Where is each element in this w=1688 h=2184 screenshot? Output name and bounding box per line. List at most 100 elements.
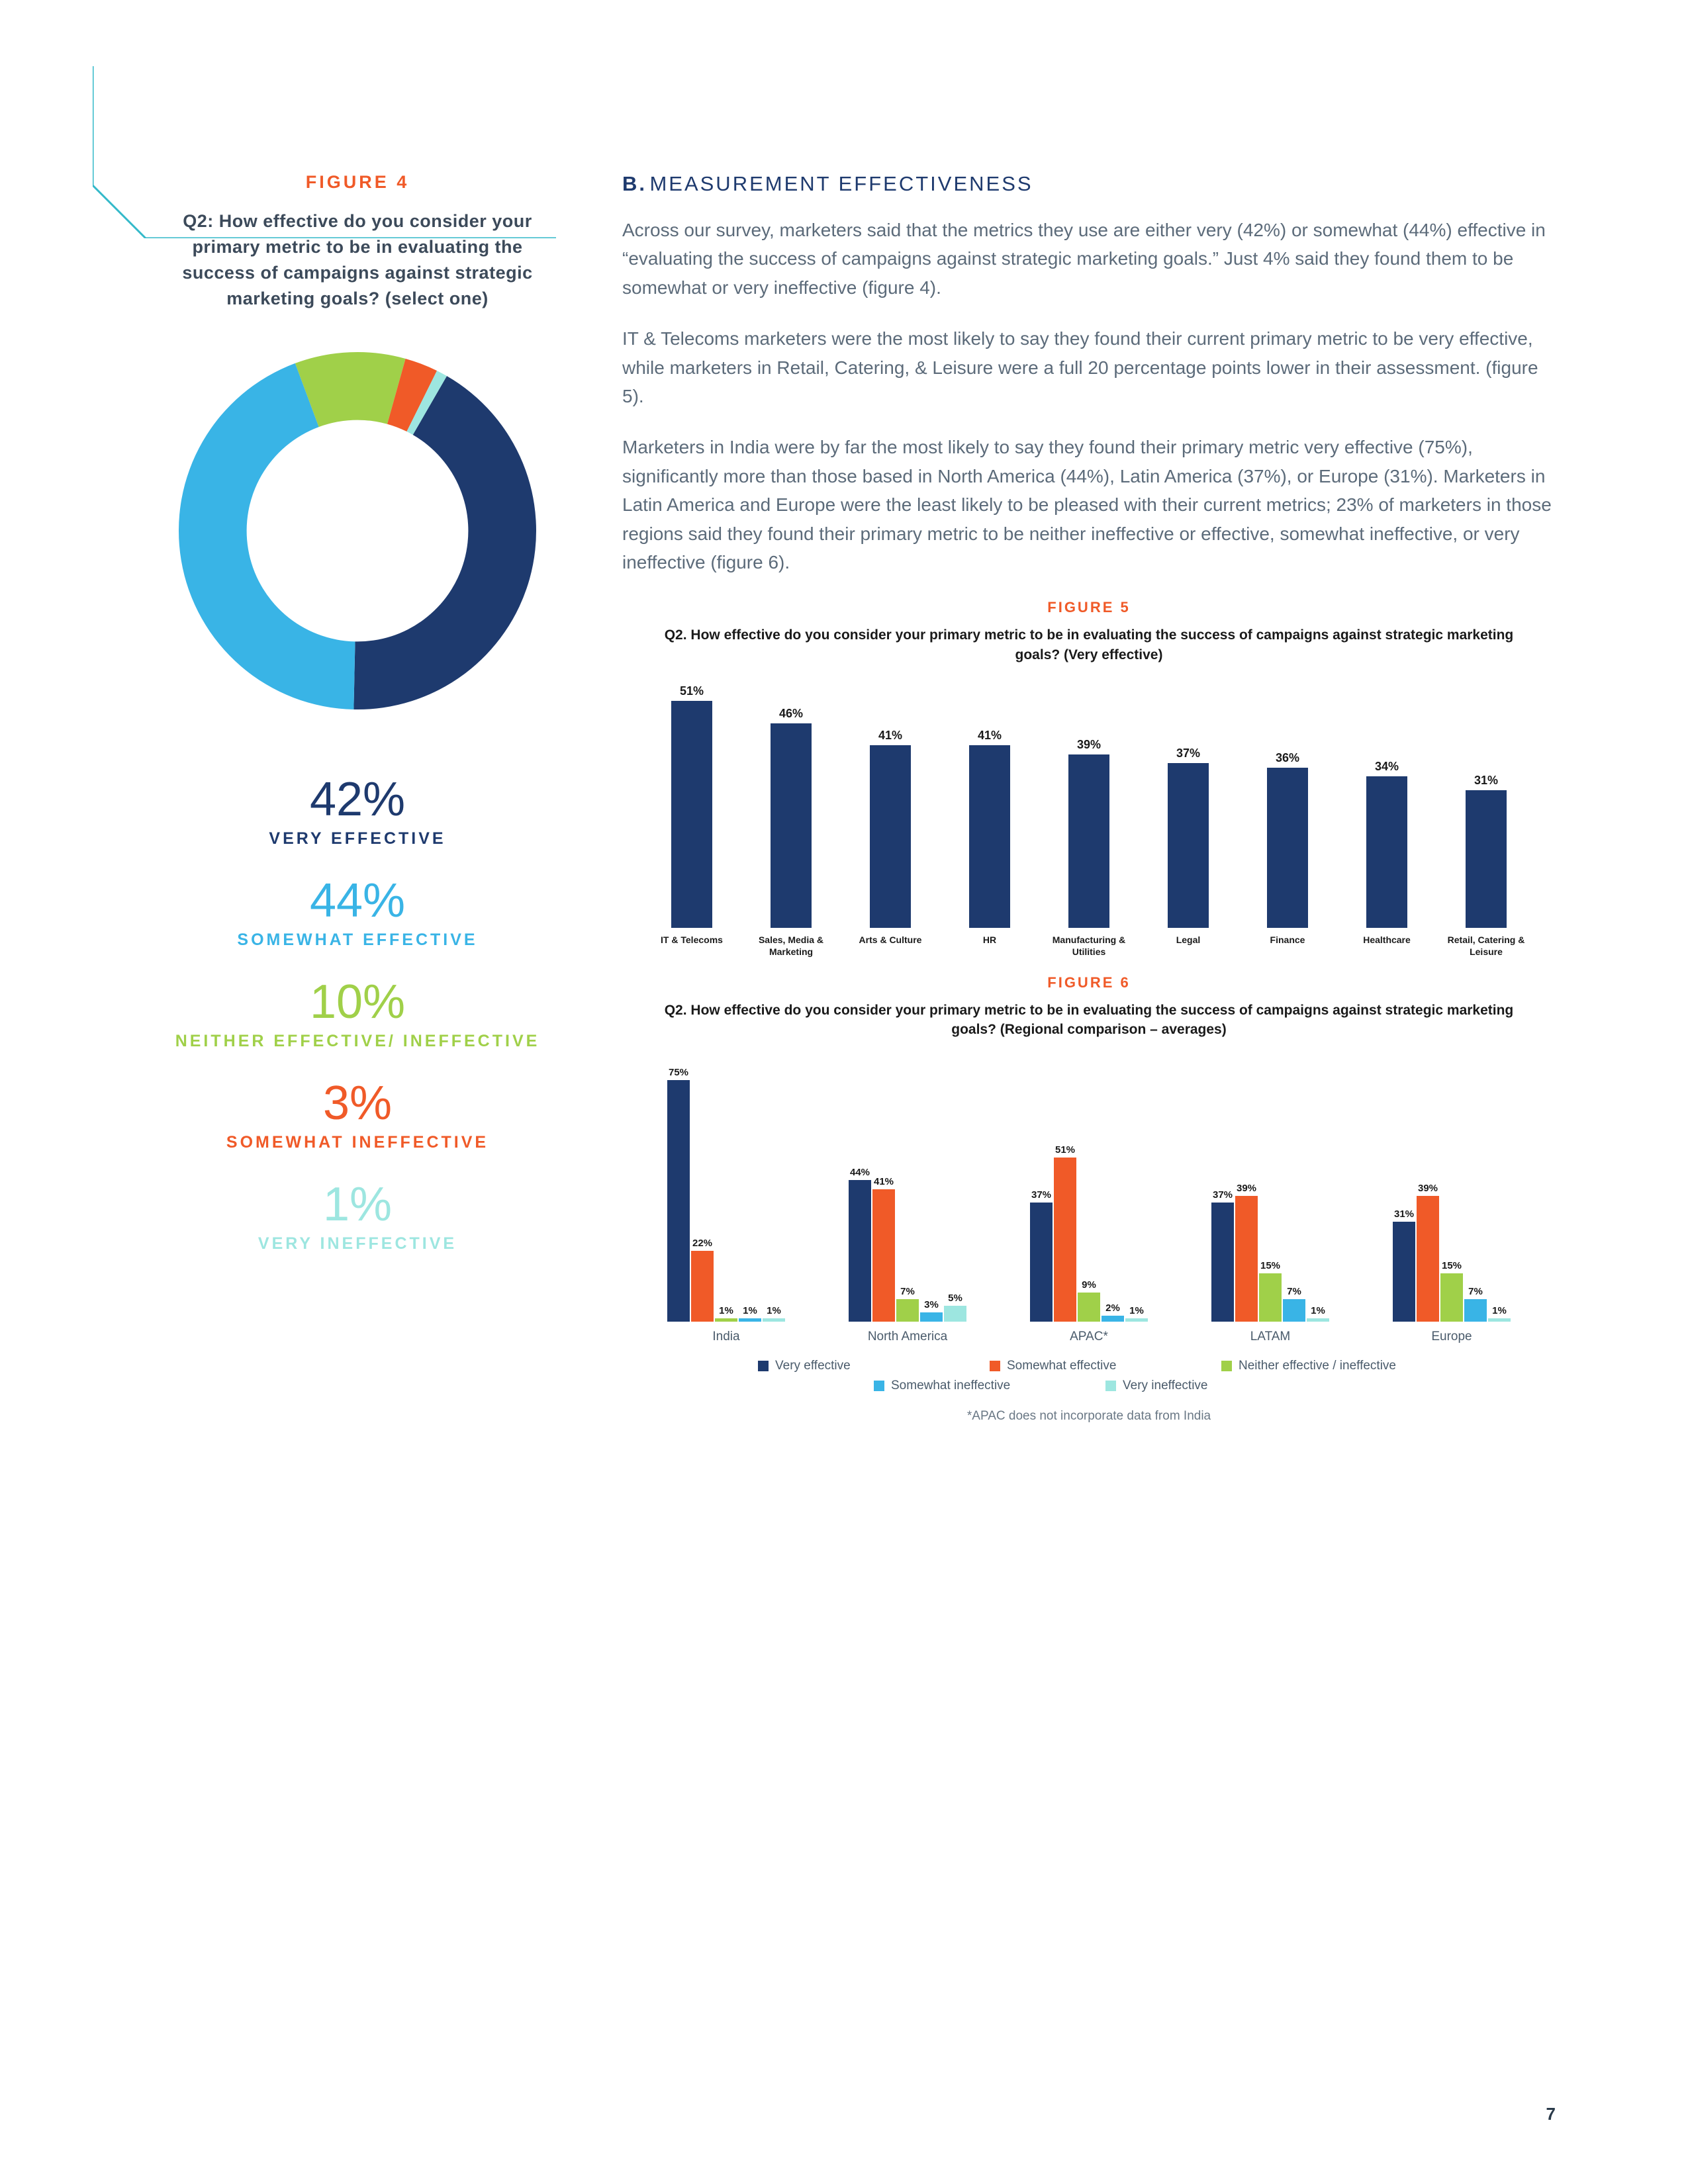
figure6-grouped-bar-chart: 75%22%1%1%1%India44%41%7%3%5%North Ameri…: [622, 1056, 1556, 1347]
grouped-bar-value-label: 15%: [1442, 1260, 1462, 1271]
chart-group: 75%22%1%1%1%India: [635, 1056, 817, 1347]
grouped-bar-rect: [1259, 1273, 1282, 1322]
group-bars: 37%39%15% 7% 1%: [1211, 1056, 1329, 1322]
grouped-bar: 15%: [1259, 1056, 1282, 1322]
stat-block: 44% SOMEWHAT EFFECTIVE: [146, 877, 569, 952]
grouped-bar-rect: [1283, 1299, 1305, 1322]
grouped-bar-rect: [872, 1189, 895, 1322]
bar-rect: [1267, 768, 1308, 928]
grouped-bar-value-label: 44%: [850, 1167, 870, 1178]
grouped-bar: 22%: [691, 1056, 714, 1322]
legend-item: Neither effective / ineffective: [1221, 1359, 1420, 1373]
bar-value-label: 31%: [1474, 774, 1498, 788]
figure6-title: Q2. How effective do you consider your p…: [622, 1001, 1556, 1040]
grouped-bar-rect: [1235, 1196, 1258, 1322]
bar-category-label: Healthcare: [1363, 934, 1411, 958]
grouped-bar: 1%: [715, 1056, 737, 1322]
grouped-bar-value-label: 31%: [1394, 1208, 1414, 1220]
group-category-label: North America: [868, 1330, 947, 1347]
grouped-bar-rect: [1078, 1293, 1100, 1322]
corner-accent-line: [93, 66, 556, 238]
donut-slice: [353, 376, 536, 709]
bar-category-label: Arts & Culture: [859, 934, 922, 958]
grouped-bar-rect: [1307, 1318, 1329, 1322]
legend-swatch: [758, 1361, 769, 1371]
bar-category-label: IT & Telecoms: [661, 934, 723, 958]
grouped-bar-value-label: 1%: [1311, 1305, 1325, 1316]
bar-rect: [1068, 754, 1109, 928]
figure6-label: FIGURE 6: [622, 974, 1556, 991]
stat-label: SOMEWHAT INEFFECTIVE: [146, 1131, 569, 1154]
grouped-bar-value-label: 3%: [924, 1299, 939, 1310]
grouped-bar: 37%: [1211, 1056, 1234, 1322]
grouped-bar-rect: [944, 1306, 966, 1322]
bar-slot: 51% IT & Telecoms: [642, 680, 741, 958]
stat-block: 42%VERY EFFECTIVE: [146, 776, 569, 850]
bar-value-label: 36%: [1276, 751, 1299, 765]
grouped-bar-rect: [1030, 1203, 1053, 1322]
grouped-bar-value-label: 41%: [874, 1176, 894, 1187]
grouped-bar: 1%: [1488, 1056, 1511, 1322]
grouped-bar-rect: [667, 1080, 690, 1322]
grouped-bar-value-label: 2%: [1105, 1302, 1120, 1314]
bar-rect: [1168, 763, 1209, 928]
grouped-bar-rect: [1211, 1203, 1234, 1322]
grouped-bar-rect: [849, 1180, 871, 1322]
grouped-bar-rect: [739, 1318, 761, 1322]
grouped-bar: 3%: [920, 1056, 943, 1322]
grouped-bar: 1%: [739, 1056, 761, 1322]
stat-block: 10% NEITHER EFFECTIVE/ INEFFECTIVE: [146, 978, 569, 1053]
stat-label: NEITHER EFFECTIVE/ INEFFECTIVE: [146, 1030, 569, 1053]
grouped-bar-value-label: 1%: [719, 1305, 733, 1316]
page: FIGURE 4 Q2: How effective do you consid…: [0, 0, 1688, 2184]
grouped-bar: 15%: [1440, 1056, 1463, 1322]
figure6-legend: Very effective Somewhat effective Neither …: [622, 1359, 1556, 1393]
stat-label: SOMEWHAT EFFECTIVE: [146, 929, 569, 952]
bar-category-label: Manufacturing & Utilities: [1039, 934, 1139, 958]
stat-block: 3%SOMEWHAT INEFFECTIVE: [146, 1079, 569, 1154]
grouped-bar: 9%: [1078, 1056, 1100, 1322]
grouped-bar-value-label: 37%: [1031, 1189, 1051, 1201]
bar-value-label: 37%: [1176, 747, 1200, 760]
group-bars: 75%22%1%1%1%: [667, 1056, 785, 1322]
page-number: 7: [1546, 2104, 1556, 2124]
bar-category-label: Sales, Media & Marketing: [741, 934, 841, 958]
grouped-bar: 39%: [1235, 1056, 1258, 1322]
chart-group: 37%51%9%2%1%APAC*: [998, 1056, 1180, 1347]
grouped-bar-value-label: 15%: [1260, 1260, 1280, 1271]
left-column-figure4: FIGURE 4 Q2: How effective do you consid…: [146, 172, 569, 1424]
legend-item: Somewhat ineffective: [874, 1379, 1072, 1393]
section-title: MEASUREMENT EFFECTIVENESS: [649, 172, 1033, 195]
grouped-bar-value-label: 39%: [1418, 1183, 1438, 1194]
grouped-bar-rect: [1488, 1318, 1511, 1322]
grouped-bar: 51%: [1054, 1056, 1076, 1322]
body-paragraph: Across our survey, marketers said that t…: [622, 216, 1556, 302]
bar-category-label: Retail, Catering & Leisure: [1436, 934, 1536, 958]
grouped-bar-value-label: 1%: [743, 1305, 757, 1316]
two-column-layout: FIGURE 4 Q2: How effective do you consid…: [146, 172, 1556, 1424]
figure5-title: Q2. How effective do you consider your p…: [622, 625, 1556, 664]
section-heading: B. MEASUREMENT EFFECTIVENESS: [622, 172, 1556, 196]
grouped-bar-rect: [896, 1299, 919, 1322]
legend-item: Very ineffective: [1105, 1379, 1304, 1393]
grouped-bar-rect: [1440, 1273, 1463, 1322]
bar-value-label: 51%: [680, 684, 704, 698]
grouped-bar-rect: [691, 1251, 714, 1322]
legend-text: Very effective: [775, 1359, 851, 1373]
bar-value-label: 34%: [1375, 760, 1399, 774]
grouped-bar-value-label: 51%: [1055, 1144, 1075, 1156]
legend-item: Somewhat effective: [990, 1359, 1188, 1373]
group-bars: 31%39%15%7%1%: [1393, 1056, 1511, 1322]
stat-percentage: 10%: [146, 978, 569, 1026]
chart-group: 44%41%7%3%5%North America: [817, 1056, 998, 1347]
bar-value-label: 41%: [978, 729, 1002, 743]
stat-label: VERY EFFECTIVE: [146, 827, 569, 850]
grouped-bar-value-label: 7%: [1287, 1286, 1301, 1297]
body-paragraph: IT & Telecoms marketers were the most li…: [622, 324, 1556, 410]
grouped-bar-value-label: 1%: [1129, 1305, 1144, 1316]
bar-rect: [870, 745, 911, 928]
bar-value-label: 41%: [878, 729, 902, 743]
bar-slot: 37%Legal: [1139, 680, 1238, 958]
grouped-bar: 31%: [1393, 1056, 1415, 1322]
stat-percentage: 44%: [146, 877, 569, 925]
